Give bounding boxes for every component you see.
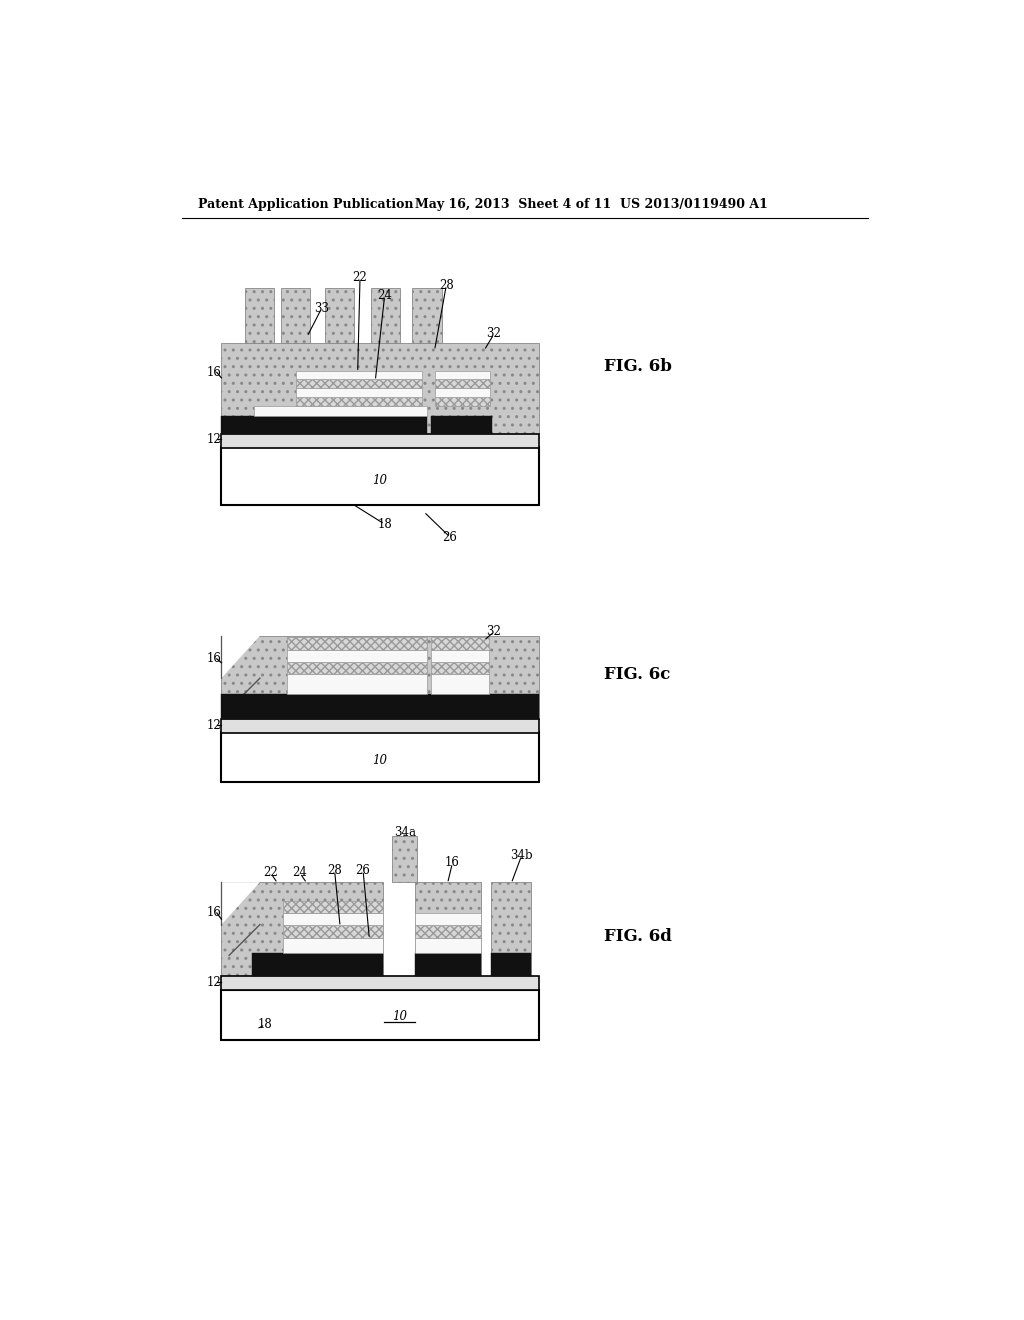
Text: 10: 10 bbox=[373, 474, 387, 487]
Bar bbox=[221, 447, 539, 506]
Bar bbox=[416, 937, 481, 953]
Bar bbox=[221, 882, 383, 977]
Bar bbox=[221, 434, 539, 447]
Bar bbox=[435, 379, 490, 388]
Text: 10: 10 bbox=[392, 1010, 407, 1023]
Text: FIG. 6d: FIG. 6d bbox=[604, 928, 672, 945]
Text: 22: 22 bbox=[352, 271, 368, 284]
Bar bbox=[252, 953, 383, 977]
Bar bbox=[431, 663, 488, 675]
Text: 12: 12 bbox=[207, 975, 221, 989]
Bar bbox=[490, 953, 531, 977]
Text: 28: 28 bbox=[328, 865, 342, 878]
Bar bbox=[392, 836, 417, 882]
Bar bbox=[221, 693, 539, 719]
Text: 33: 33 bbox=[314, 302, 329, 315]
Text: 34a: 34a bbox=[393, 825, 416, 838]
Bar bbox=[416, 913, 481, 925]
Text: 26: 26 bbox=[442, 531, 458, 544]
Bar bbox=[435, 371, 490, 379]
Text: 26: 26 bbox=[355, 865, 371, 878]
Text: 32: 32 bbox=[486, 626, 502, 639]
Polygon shape bbox=[221, 882, 260, 924]
Bar bbox=[287, 675, 427, 693]
Bar bbox=[221, 719, 539, 733]
Text: 24: 24 bbox=[377, 289, 392, 302]
Bar bbox=[435, 397, 490, 407]
Text: 18: 18 bbox=[377, 517, 392, 531]
Text: 28: 28 bbox=[439, 279, 454, 292]
Bar bbox=[296, 371, 422, 379]
Bar bbox=[490, 882, 531, 977]
Bar bbox=[221, 416, 254, 434]
Bar bbox=[416, 882, 481, 977]
Bar bbox=[296, 379, 422, 388]
Text: Patent Application Publication: Patent Application Publication bbox=[199, 198, 414, 211]
Text: FIG. 6b: FIG. 6b bbox=[604, 358, 672, 375]
Bar bbox=[283, 937, 383, 953]
Bar bbox=[416, 925, 481, 937]
Text: 34b: 34b bbox=[510, 849, 534, 862]
Text: 16: 16 bbox=[206, 907, 221, 920]
Bar bbox=[296, 397, 422, 407]
Bar bbox=[325, 288, 354, 343]
Bar bbox=[287, 649, 427, 663]
Bar bbox=[296, 388, 422, 397]
Text: 18: 18 bbox=[258, 1018, 272, 1031]
Bar bbox=[371, 288, 400, 343]
Text: 12: 12 bbox=[207, 718, 221, 731]
Bar bbox=[431, 638, 488, 649]
Bar bbox=[221, 636, 539, 719]
Bar bbox=[416, 953, 481, 977]
Text: 10: 10 bbox=[373, 754, 387, 767]
Bar bbox=[221, 990, 539, 1040]
Text: 16: 16 bbox=[206, 366, 221, 379]
Bar bbox=[281, 288, 310, 343]
Bar bbox=[254, 416, 427, 434]
Bar bbox=[283, 913, 383, 925]
Bar bbox=[221, 977, 539, 990]
Text: 16: 16 bbox=[206, 652, 221, 665]
Text: 22: 22 bbox=[263, 866, 279, 879]
Bar bbox=[431, 416, 493, 434]
Bar bbox=[431, 649, 488, 663]
Bar bbox=[283, 925, 383, 937]
Bar bbox=[287, 663, 427, 675]
Bar bbox=[413, 288, 441, 343]
Text: 16: 16 bbox=[445, 857, 460, 870]
Text: 12: 12 bbox=[207, 433, 221, 446]
Bar bbox=[221, 343, 539, 434]
Text: US 2013/0119490 A1: US 2013/0119490 A1 bbox=[620, 198, 767, 211]
Bar bbox=[287, 638, 427, 649]
Text: 32: 32 bbox=[486, 327, 502, 341]
Text: FIG. 6c: FIG. 6c bbox=[604, 665, 671, 682]
Polygon shape bbox=[221, 636, 260, 678]
Bar bbox=[431, 675, 488, 693]
Bar bbox=[254, 407, 427, 416]
Text: May 16, 2013  Sheet 4 of 11: May 16, 2013 Sheet 4 of 11 bbox=[416, 198, 611, 211]
Bar bbox=[435, 388, 490, 397]
Bar bbox=[245, 288, 273, 343]
Text: 24: 24 bbox=[293, 866, 307, 879]
Bar bbox=[221, 733, 539, 781]
Bar bbox=[283, 900, 383, 913]
